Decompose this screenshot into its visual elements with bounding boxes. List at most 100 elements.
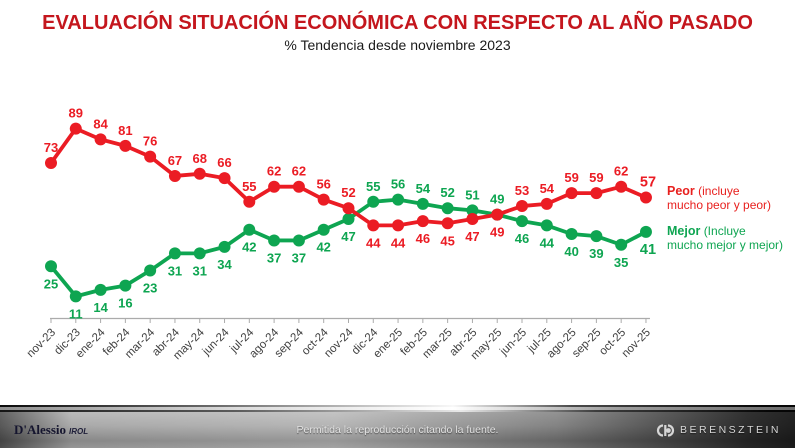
data-point-peor: [639, 191, 652, 204]
x-axis-label: sep-24: [273, 326, 307, 360]
data-label-peor: 62: [614, 164, 628, 179]
data-point-peor: [416, 215, 429, 228]
legend-peor-rest: (incluye: [698, 184, 740, 198]
berensztein-logo-icon: [656, 423, 675, 437]
data-label-mejor: 11: [69, 306, 83, 321]
data-label-mejor: 49: [490, 192, 504, 207]
data-point-peor: [540, 197, 553, 210]
data-point-peor: [193, 167, 206, 180]
data-label-peor: 73: [44, 140, 58, 155]
data-point-peor: [94, 133, 107, 146]
data-point-peor: [168, 169, 181, 182]
data-label-peor: 44: [391, 235, 406, 250]
data-label-peor: 47: [465, 229, 479, 244]
data-point-peor: [491, 208, 504, 221]
data-point-mejor: [615, 238, 628, 251]
footer-stripe-top: [0, 405, 795, 407]
data-point-peor: [292, 180, 305, 193]
data-label-peor: 54: [540, 181, 555, 196]
data-label-peor: 81: [118, 123, 132, 138]
data-label-mejor: 42: [242, 240, 256, 255]
data-label-peor: 53: [515, 183, 529, 198]
data-label-peor: 57: [640, 174, 656, 190]
data-label-mejor: 52: [440, 185, 454, 200]
data-label-mejor: 46: [515, 231, 529, 246]
legend-mejor-line2: mucho mejor y mejor): [667, 237, 784, 252]
data-point-peor: [317, 193, 330, 206]
data-label-mejor: 31: [168, 263, 182, 278]
data-label-peor: 44: [366, 235, 381, 250]
data-label-peor: 55: [242, 179, 256, 194]
data-point-peor: [69, 122, 82, 135]
data-label-peor: 62: [267, 164, 281, 179]
data-point-peor: [342, 202, 355, 215]
data-point-peor: [119, 139, 132, 152]
data-point-mejor: [392, 193, 405, 206]
page-subtitle: % Tendencia desde noviembre 2023: [284, 37, 511, 53]
data-point-mejor: [367, 195, 380, 208]
data-label-mejor: 35: [614, 255, 628, 270]
data-label-peor: 45: [440, 233, 454, 248]
footer-stripe-dark: [0, 410, 795, 412]
data-label-mejor: 54: [416, 181, 431, 196]
data-label-mejor: 37: [267, 250, 281, 265]
dalessio-logo: D'Alessio IROL: [14, 422, 88, 438]
x-axis-label: jun-25: [497, 327, 529, 359]
legend-mejor-rest: (Incluye: [703, 224, 746, 238]
data-point-mejor: [218, 240, 231, 253]
data-point-peor: [516, 200, 529, 213]
data-label-mejor: 14: [93, 300, 108, 315]
data-label-peor: 84: [93, 116, 108, 131]
data-point-peor: [367, 219, 380, 232]
data-point-mejor: [144, 264, 157, 277]
data-label-mejor: 55: [366, 179, 380, 194]
x-axis-label: jun-24: [200, 326, 232, 358]
data-label-mejor: 42: [316, 240, 330, 255]
data-point-mejor: [292, 234, 305, 247]
data-point-peor: [565, 187, 578, 200]
data-label-mejor: 56: [391, 177, 405, 192]
data-label-mejor: 23: [143, 281, 157, 296]
data-label-mejor: 25: [44, 276, 58, 291]
data-label-peor: 52: [341, 185, 355, 200]
data-label-peor: 66: [217, 155, 231, 170]
data-point-mejor: [466, 204, 479, 217]
data-point-mejor: [540, 219, 553, 232]
data-point-mejor: [94, 283, 107, 296]
data-point-mejor: [590, 230, 603, 243]
data-label-peor: 49: [490, 225, 504, 240]
data-point-peor: [218, 172, 231, 185]
footer-metal-bar: D'Alessio IROL Permitida la reproducción…: [0, 412, 795, 448]
data-point-mejor: [119, 279, 132, 292]
data-label-peor: 59: [564, 170, 578, 185]
data-label-peor: 68: [193, 151, 207, 166]
data-point-mejor: [69, 290, 82, 303]
dalessio-logo-text: D'Alessio: [14, 422, 66, 437]
data-point-mejor: [317, 223, 330, 236]
data-label-peor: 46: [416, 231, 430, 246]
legend-mejor-label: Mejor: [667, 224, 701, 238]
data-label-mejor: 51: [465, 187, 479, 202]
legend-peor-line2: mucho peor y peor): [667, 197, 772, 212]
data-label-peor: 56: [316, 177, 330, 192]
dalessio-irol-text: IROL: [69, 427, 89, 436]
legend-mejor: Mejor (Incluye mucho mejor y mejor): [667, 224, 795, 252]
legend-peor: Peor (incluye mucho peor y peor): [667, 184, 795, 212]
data-point-peor: [144, 150, 157, 163]
data-point-peor: [392, 219, 405, 232]
page-title: EVALUACIÓN SITUACIÓN ECONÓMICA CON RESPE…: [42, 12, 753, 34]
x-axis-label: nov-24: [322, 326, 356, 360]
chart-svg: nov-23dic-23ene-24feb-24mar-24abr-24may-…: [25, 106, 656, 363]
berensztein-logo-text: BERENSZTEIN: [679, 424, 781, 436]
data-point-mejor: [268, 234, 281, 247]
data-point-mejor: [416, 197, 429, 210]
data-point-mejor: [565, 228, 578, 240]
footer-bar: D'Alessio IROL Permitida la reproducción…: [0, 405, 795, 448]
data-label-mejor: 41: [640, 242, 656, 258]
data-point-mejor: [441, 202, 454, 215]
data-label-mejor: 31: [193, 263, 207, 278]
data-point-mejor: [193, 247, 206, 260]
data-point-peor: [466, 212, 479, 225]
data-label-mejor: 40: [564, 244, 578, 259]
data-label-peor: 76: [143, 134, 157, 149]
